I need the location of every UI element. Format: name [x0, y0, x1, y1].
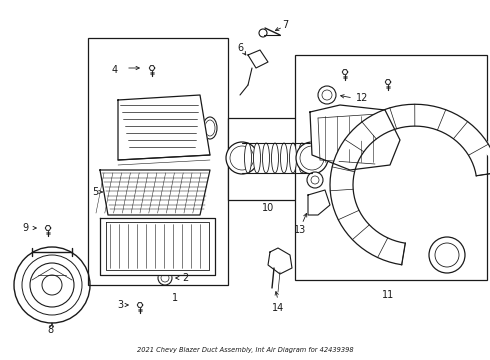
Text: 11: 11 — [382, 290, 394, 300]
Polygon shape — [342, 69, 348, 75]
Polygon shape — [248, 50, 268, 68]
Circle shape — [259, 29, 267, 37]
Text: 13: 13 — [294, 225, 306, 235]
Text: 12: 12 — [356, 93, 368, 103]
Text: 6: 6 — [237, 43, 243, 53]
Polygon shape — [100, 170, 210, 215]
Ellipse shape — [290, 143, 296, 173]
Circle shape — [296, 142, 328, 174]
Text: 3: 3 — [117, 300, 123, 310]
Polygon shape — [100, 218, 215, 275]
Circle shape — [429, 237, 465, 273]
Text: 4: 4 — [112, 65, 118, 75]
Polygon shape — [268, 248, 292, 274]
Ellipse shape — [203, 117, 217, 139]
Ellipse shape — [263, 143, 270, 173]
Ellipse shape — [280, 143, 288, 173]
Polygon shape — [310, 105, 400, 170]
Ellipse shape — [245, 143, 251, 173]
Text: 14: 14 — [272, 303, 284, 313]
Polygon shape — [385, 80, 391, 84]
Text: 7: 7 — [282, 20, 288, 30]
Ellipse shape — [271, 143, 278, 173]
Bar — [228, 118, 320, 200]
Polygon shape — [118, 95, 210, 160]
Ellipse shape — [121, 252, 149, 272]
Text: 2021 Chevy Blazer Duct Assembly, Int Air Diagram for 42439398: 2021 Chevy Blazer Duct Assembly, Int Air… — [137, 347, 353, 353]
Bar — [88, 38, 228, 285]
Text: 10: 10 — [262, 203, 274, 213]
Polygon shape — [149, 66, 155, 71]
Text: 5: 5 — [92, 187, 98, 197]
Ellipse shape — [132, 123, 172, 153]
Circle shape — [307, 172, 323, 188]
Polygon shape — [45, 226, 51, 230]
Circle shape — [158, 271, 172, 285]
Ellipse shape — [298, 143, 305, 173]
Text: 9: 9 — [22, 223, 28, 233]
Text: 2: 2 — [182, 273, 188, 283]
Circle shape — [226, 142, 258, 174]
Polygon shape — [137, 303, 143, 307]
Polygon shape — [308, 190, 330, 215]
Ellipse shape — [253, 143, 261, 173]
Text: 8: 8 — [47, 325, 53, 335]
Text: 1: 1 — [172, 293, 178, 303]
Circle shape — [318, 86, 336, 104]
Bar — [295, 55, 487, 280]
